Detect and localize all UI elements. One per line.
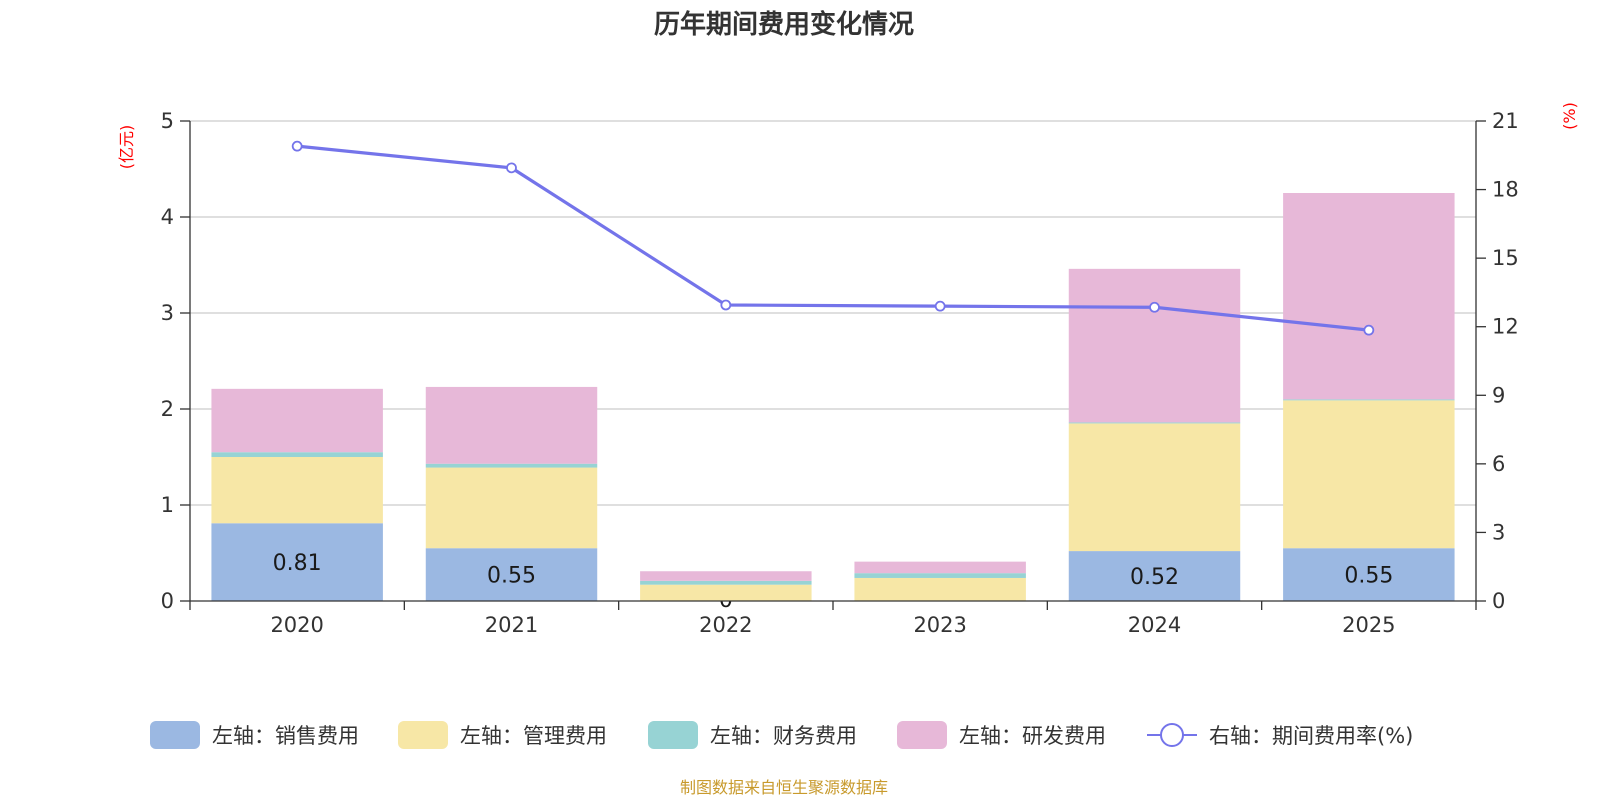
bar-segment <box>211 523 383 601</box>
left-tick-label: 5 <box>161 109 174 133</box>
right-tick-label: 9 <box>1492 383 1505 407</box>
bar-segment <box>1283 399 1455 401</box>
bar-segment <box>640 580 812 585</box>
bar-segment <box>211 452 383 457</box>
gridlines <box>190 120 1476 506</box>
right-tick-label: 12 <box>1492 315 1519 339</box>
data-label: 0.55 <box>1344 564 1393 589</box>
rate-point <box>934 300 946 312</box>
bar-segment <box>1068 422 1241 424</box>
bar-segment <box>1068 551 1241 601</box>
right-tick-label: 15 <box>1492 246 1519 270</box>
bar-segment <box>854 561 1026 574</box>
legend-swatch[interactable] <box>150 721 200 749</box>
x-tick-label: 2024 <box>1128 613 1181 637</box>
right-axis-unit: (%) <box>1560 102 1579 130</box>
rate-point <box>1149 301 1160 313</box>
bar-segment <box>425 548 598 601</box>
bar-segment <box>211 388 383 453</box>
legend-label[interactable]: 右轴：期间费用率(%) <box>1209 724 1413 748</box>
x-tick-label: 2022 <box>699 613 752 637</box>
left-tick-label: 3 <box>161 301 174 325</box>
data-label: 0.52 <box>1130 565 1179 590</box>
right-tick-label: 0 <box>1492 589 1505 613</box>
legend-label[interactable]: 左轴：管理费用 <box>460 724 607 748</box>
left-tick-label: 2 <box>161 397 174 421</box>
legend-swatch[interactable] <box>897 721 947 749</box>
data-label: 0.81 <box>273 551 322 576</box>
bar-segment <box>211 457 383 524</box>
bar-segment <box>1283 548 1455 601</box>
bar-segment <box>425 386 598 464</box>
bar-segment <box>854 573 1026 578</box>
data-label: 0.55 <box>487 564 536 589</box>
bar-segment <box>640 571 812 581</box>
legend-label[interactable]: 左轴：财务费用 <box>710 724 857 748</box>
x-tick-label: 2023 <box>913 613 966 637</box>
right-tick-label: 6 <box>1492 452 1505 476</box>
bar-segment <box>1283 400 1455 549</box>
legend-swatch[interactable] <box>398 721 448 749</box>
bar-segment <box>1068 423 1241 552</box>
legend[interactable]: 左轴：销售费用 左轴：管理费用 左轴：财务费用 左轴：研发费用 右轴：期间费用率(%) <box>150 721 1413 749</box>
rate-point <box>720 299 732 311</box>
rate-line <box>291 140 1375 336</box>
legend-marker[interactable] <box>1160 723 1184 747</box>
rate-point <box>506 162 517 174</box>
rate-point <box>291 140 303 152</box>
left-tick-label: 1 <box>161 493 174 517</box>
left-tick-label: 0 <box>161 589 174 613</box>
rate-point <box>1363 324 1375 336</box>
legend-label[interactable]: 左轴：研发费用 <box>959 724 1106 748</box>
left-tick-label: 4 <box>161 205 174 229</box>
x-tick-label: 2021 <box>485 613 538 637</box>
legend-swatch[interactable] <box>648 721 698 749</box>
left-axis-unit: (亿元) <box>117 125 136 170</box>
right-tick-label: 3 <box>1492 520 1505 544</box>
rate-line-path <box>297 144 1370 332</box>
bars: 0.810.5500.520.55 <box>211 193 1455 613</box>
bar-segment <box>640 584 812 601</box>
bar-segment <box>425 463 598 468</box>
x-tick-label: 2025 <box>1342 613 1395 637</box>
data-source-note: 制图数据来自恒生聚源数据库 <box>680 778 888 797</box>
bar-segment <box>1283 193 1455 400</box>
bar-segment <box>854 577 1026 601</box>
chart-title: 历年期间费用变化情况 <box>654 9 914 40</box>
bar-segment <box>425 467 598 549</box>
legend-label[interactable]: 左轴：销售费用 <box>212 724 359 748</box>
x-tick-label: 2020 <box>270 613 323 637</box>
bar-segment <box>1068 268 1241 423</box>
right-tick-label: 18 <box>1492 178 1519 202</box>
right-tick-label: 21 <box>1492 109 1519 133</box>
